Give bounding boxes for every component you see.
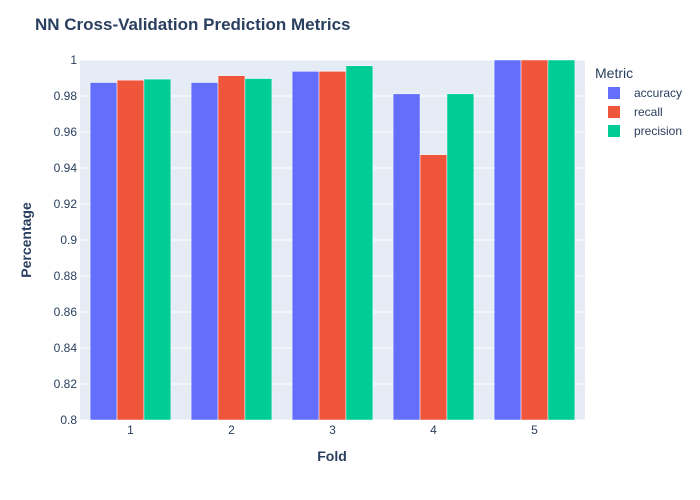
bars xyxy=(89,59,576,421)
bar-accuracy-fold-1 xyxy=(89,82,118,421)
bar-precision-fold-4 xyxy=(446,93,475,421)
bar-recall-fold-2 xyxy=(217,75,246,421)
y-tick-label: 0.9 xyxy=(60,233,77,247)
y-tick-label: 0.88 xyxy=(54,269,78,283)
bar-recall-fold-3 xyxy=(318,71,347,421)
x-tick-label: 1 xyxy=(127,423,134,437)
bar-precision-fold-2 xyxy=(244,78,273,421)
x-tick-label: 5 xyxy=(531,423,538,437)
y-tick-label: 0.94 xyxy=(54,161,78,175)
bar-accuracy-fold-3 xyxy=(291,71,320,421)
x-axis-title: Fold xyxy=(317,448,347,464)
y-tick-label: 0.92 xyxy=(54,197,78,211)
y-tick-label: 0.98 xyxy=(54,89,78,103)
legend-title: Metric xyxy=(595,65,633,81)
y-tick-label: 0.86 xyxy=(54,305,78,319)
y-tick-label: 0.82 xyxy=(54,377,78,391)
y-tick-label: 0.96 xyxy=(54,125,78,139)
y-tick-label: 0.8 xyxy=(60,413,77,427)
bar-precision-fold-5 xyxy=(547,59,576,421)
bar-accuracy-fold-5 xyxy=(493,59,522,421)
y-axis-ticks: 0.8 0.82 0.84 0.86 0.88 0.9 0.92 0.94 0.96 0.98 1 xyxy=(54,53,78,427)
chart-title: NN Cross-Validation Prediction Metrics xyxy=(35,15,351,34)
x-tick-label: 3 xyxy=(329,423,336,437)
bar-accuracy-fold-4 xyxy=(392,93,421,421)
legend-label-precision: precision xyxy=(634,124,682,138)
y-tick-label: 0.84 xyxy=(54,341,78,355)
y-tick-label: 1 xyxy=(70,53,77,67)
legend-swatch-precision xyxy=(608,125,620,137)
x-axis-ticks: 1 2 3 4 5 xyxy=(127,423,538,437)
legend-label-recall: recall xyxy=(634,105,663,119)
y-axis-title: Percentage xyxy=(18,202,34,278)
x-tick-label: 4 xyxy=(430,423,437,437)
legend: Metric accuracy recall precision xyxy=(595,65,682,138)
bar-recall-fold-5 xyxy=(520,59,549,421)
bar-precision-fold-3 xyxy=(345,65,374,421)
legend-label-accuracy: accuracy xyxy=(634,86,682,100)
x-tick-label: 2 xyxy=(228,423,235,437)
bar-precision-fold-1 xyxy=(143,78,172,421)
bar-recall-fold-1 xyxy=(116,79,145,421)
bar-recall-fold-4 xyxy=(419,154,448,421)
bar-accuracy-fold-2 xyxy=(190,82,219,421)
legend-swatch-accuracy xyxy=(608,87,620,99)
legend-swatch-recall xyxy=(608,106,620,118)
